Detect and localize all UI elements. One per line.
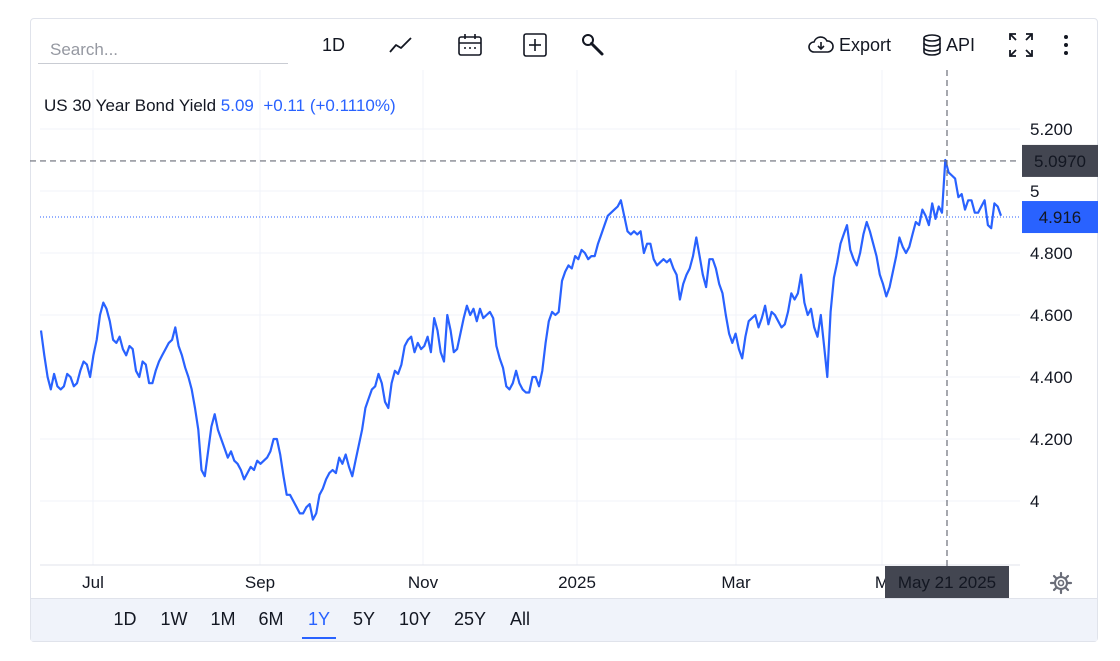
tools-button[interactable]	[580, 30, 606, 60]
chart-widget	[30, 18, 1098, 642]
y-axis: 4 4.200 4.400 4.600 4.800 5 5.200	[1030, 120, 1073, 511]
range-button-1w[interactable]: 1W	[160, 609, 188, 629]
y-tick-label: 4.400	[1030, 368, 1073, 387]
plus-square-icon	[523, 33, 547, 57]
interval-button[interactable]: 1D	[322, 34, 346, 55]
range-bar: 1D 1W 1M 6M 1Y 5Y 10Y 25Y All	[31, 598, 1097, 641]
crosshair-date-tag: May 21 2025	[885, 566, 1009, 598]
x-tick-label: Mar	[721, 573, 751, 592]
export-label: Export	[839, 34, 892, 55]
symbol-search	[38, 30, 302, 70]
kebab-menu-icon	[1064, 35, 1068, 55]
range-button-1d[interactable]: 1D	[113, 609, 137, 629]
range-button-5y[interactable]: 5Y	[352, 609, 376, 629]
series-legend: US 30 Year Bond Yield 5.09 +0.11 (+0.111…	[44, 96, 396, 116]
range-button-25y[interactable]: 25Y	[453, 609, 487, 629]
range-button-10y[interactable]: 10Y	[398, 609, 432, 629]
range-button-1m[interactable]: 1M	[210, 609, 236, 629]
fullscreen-button[interactable]	[1008, 30, 1034, 60]
range-button-1y[interactable]: 1Y	[301, 609, 337, 639]
crosshair-price-label: 5.0970	[1034, 152, 1086, 171]
range-button-all[interactable]: All	[509, 609, 531, 629]
x-tick-label: 2025	[558, 573, 596, 592]
gear-icon[interactable]	[1049, 571, 1073, 595]
compare-button[interactable]	[522, 30, 548, 60]
chart-grid	[40, 70, 1020, 566]
api-button[interactable]: API	[922, 30, 975, 60]
more-button[interactable]	[1058, 30, 1074, 60]
export-button[interactable]: Export	[807, 30, 891, 60]
series-line	[39, 158, 1003, 521]
y-tick-label: 4.800	[1030, 244, 1073, 263]
x-axis: Jul Sep Nov 2025 Mar M	[82, 573, 889, 592]
cloud-download-icon	[808, 36, 834, 53]
calendar-icon	[458, 34, 482, 56]
legend-change: +0.11	[263, 96, 306, 115]
settings-button[interactable]	[1049, 571, 1073, 595]
y-tick-label: 4.200	[1030, 430, 1073, 449]
chart-type-button[interactable]	[388, 30, 414, 60]
last-price-tag: 4.916	[1022, 201, 1098, 234]
line-chart-icon	[389, 37, 412, 53]
legend-change-pct: (+0.1110%)	[309, 96, 396, 115]
y-tick-label: 4.600	[1030, 306, 1073, 325]
x-tick-label: Jul	[82, 573, 104, 592]
range-button-6m[interactable]: 6M	[258, 609, 284, 629]
y-tick-label: 5.200	[1030, 120, 1073, 139]
last-price-label: 4.916	[1039, 208, 1082, 227]
y-tick-label: 4	[1030, 492, 1039, 511]
x-tick-label: Nov	[408, 573, 439, 592]
wrench-icon	[582, 34, 604, 56]
legend-symbol-name: US 30 Year Bond Yield	[44, 96, 217, 115]
legend-last-value: 5.09	[220, 96, 254, 115]
y-tick-label: 5	[1030, 182, 1039, 201]
search-input[interactable]	[38, 30, 302, 70]
calendar-button[interactable]	[457, 30, 483, 60]
fullscreen-icon	[1009, 33, 1033, 57]
api-label: API	[946, 34, 976, 55]
database-icon	[923, 34, 941, 56]
x-tick-label: Sep	[245, 573, 275, 592]
crosshair-price-tag: 5.0970	[1022, 144, 1098, 177]
crosshair-date-label: May 21 2025	[898, 573, 996, 592]
